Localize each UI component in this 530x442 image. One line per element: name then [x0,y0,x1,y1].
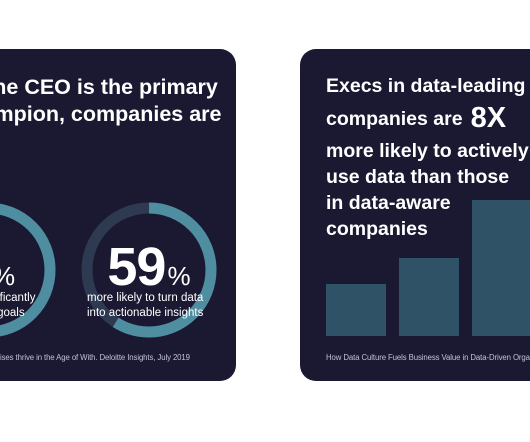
ring-progress-left [0,202,56,338]
data-culture-card: Execs in data-leading companies are 8X mo… [300,49,530,381]
data-headline-line-2-text: companies are [326,108,463,131]
stat-caption-right-line-2: into actionable insights [87,306,204,319]
stat-number-right: 59 [107,237,166,297]
ring-graphic-right [81,202,217,338]
percentage-ring-left: 7% [0,200,58,340]
data-headline-line-3: more likely to actively [326,139,529,162]
data-card-source: How Data Culture Fuels Business Value in… [326,353,530,362]
multiplier-figure: 8X [470,102,507,135]
data-headline-line-5: in data-aware [326,192,451,215]
bar-1 [326,284,386,336]
ring-progress-right [81,202,217,338]
data-headline-line-4: use data than those [326,166,510,189]
stat-value-left: 7% [0,240,58,294]
stat-caption-left: significantly ess goals [0,291,35,321]
stat-caption-right-line-1: more likely to turn data [87,292,204,304]
ceo-headline-line-1: the CEO is the primary [0,75,218,99]
stat-unit-left: % [0,261,15,291]
ceo-card-headline: the CEO is the primary ampion, companies… [0,74,228,127]
ring-graphic-left [0,202,56,338]
bar-2 [399,258,459,336]
stat-caption-right: more likely to turn data into actionable… [87,291,203,321]
data-headline-line-2: companies are 8X [326,99,530,138]
ceo-card-source: enterprises thrive in the Age of With. D… [0,353,190,362]
stat-caption-left-line-2: ess goals [0,306,25,319]
ceo-headline-line-2: ampion, companies are [0,101,222,126]
data-headline-line-6: companies [326,218,428,241]
data-headline-line-1: Execs in data-leading [326,75,526,97]
bar-3 [472,200,530,336]
stat-caption-left-line-1: significantly [0,292,36,304]
data-card-headline: Execs in data-leading companies are 8X mo… [326,73,530,242]
stat-value-right: 59% [79,240,219,294]
stat-unit-right: % [167,261,191,291]
percentage-ring-right: 59% [79,200,219,340]
ceo-champion-card: the CEO is the primary ampion, companies… [0,49,236,381]
